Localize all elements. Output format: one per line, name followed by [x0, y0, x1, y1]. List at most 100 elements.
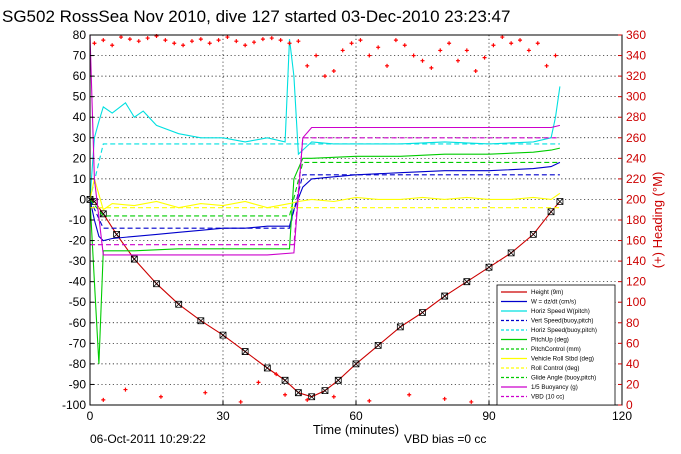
- legend-entry-0: Height (9m): [531, 289, 563, 296]
- heading-point-14: [216, 38, 221, 43]
- legend-entry-10: 1/5 Buoyancy (g): [531, 384, 578, 391]
- legend-entry-8: Roll Control (deg): [531, 365, 580, 372]
- depth-marker-15: [334, 376, 342, 384]
- series-line-7: [89, 178, 561, 211]
- right-tick-label-8: 160: [626, 234, 646, 248]
- series-line-10: [90, 137, 560, 246]
- legend-entry-9: Glide Angle (buoy,pitch): [531, 375, 596, 382]
- series-line-0: [89, 198, 561, 398]
- heading-point-15: [225, 35, 230, 40]
- left-tick-label-0: -100: [62, 398, 86, 412]
- footer-date: 06-Oct-2011 10:29:22: [90, 432, 206, 446]
- depth-marker-2: [99, 210, 107, 218]
- right-tick-label-3: 60: [626, 336, 640, 350]
- right-tick-label-9: 180: [626, 213, 646, 227]
- depth-marker-11: [281, 376, 289, 384]
- depth-marker-3: [113, 230, 120, 238]
- heading-point-21: [278, 38, 283, 43]
- heading-point-41: [455, 58, 460, 63]
- vbd-bias-label: VBD bias =0 cc: [404, 432, 486, 446]
- heading-point-51: [544, 63, 549, 68]
- heading-point-50: [535, 41, 540, 46]
- x-tick-label-4: 120: [612, 409, 632, 423]
- legend-box: [496, 284, 616, 406]
- heading-point-54: [123, 387, 128, 392]
- heading-point-5: [136, 39, 141, 44]
- heading-point-11: [189, 39, 194, 44]
- heading-point-46: [500, 35, 505, 40]
- x-tick-label-3: 90: [482, 409, 496, 423]
- right-tick-label-10: 200: [626, 192, 646, 206]
- right-tick-label-6: 120: [626, 275, 646, 289]
- left-tick-label-9: -10: [69, 213, 87, 227]
- heading-point-2: [110, 43, 115, 48]
- heading-point-4: [127, 37, 132, 42]
- series-line-3: [89, 174, 560, 229]
- heading-point-48: [518, 38, 523, 43]
- heading-point-30: [358, 38, 363, 43]
- series-line-4: [89, 143, 560, 200]
- right-tick-label-18: 360: [626, 28, 646, 42]
- right-tick-label-16: 320: [626, 69, 646, 83]
- left-tick-label-3: -70: [69, 336, 87, 350]
- heading-point-17: [243, 43, 248, 48]
- depth-marker-14: [321, 387, 329, 395]
- left-tick-label-4: -60: [69, 316, 87, 330]
- heading-point-22: [287, 41, 292, 46]
- right-tick-label-12: 240: [626, 151, 646, 165]
- heading-point-9: [172, 41, 177, 46]
- heading-point-66: [469, 399, 474, 404]
- left-tick-label-13: 30: [73, 131, 87, 145]
- left-y-axis: -100-90-80-70-60-50-40-30-20-10010203040…: [62, 28, 94, 412]
- depth-marker-8: [219, 331, 227, 339]
- heading-point-55: [158, 394, 163, 399]
- left-tick-label-17: 70: [73, 49, 87, 63]
- depth-marker-5: [153, 280, 160, 288]
- x-tick-label-1: 30: [216, 409, 230, 423]
- legend-entry-11: VBD (10 cc): [531, 394, 564, 401]
- left-tick-label-7: -30: [69, 254, 87, 268]
- right-tick-label-17: 340: [626, 49, 646, 63]
- heading-point-60: [283, 392, 288, 397]
- heading-point-8: [163, 38, 168, 43]
- heading-point-26: [322, 74, 327, 79]
- legend: Height (9m) W = dz/dt (cm/s) Horiz Speed W…: [496, 284, 616, 406]
- depth-marker-4: [130, 255, 138, 263]
- heading-point-20: [269, 36, 274, 41]
- depth-marker-26: [556, 198, 564, 205]
- depth-marker-10: [263, 364, 271, 372]
- legend-entry-6: PitchControl (mm): [531, 346, 581, 353]
- heading-point-36: [411, 53, 416, 58]
- heading-point-28: [340, 48, 345, 53]
- depth-marker-19: [419, 309, 426, 316]
- heading-point-40: [447, 41, 452, 46]
- heading-point-23: [296, 39, 301, 44]
- heading-point-65: [442, 396, 447, 401]
- right-tick-label-4: 80: [626, 316, 640, 330]
- heading-point-25: [314, 53, 319, 58]
- series-line-2: [89, 39, 561, 200]
- heading-point-47: [509, 41, 514, 46]
- x-tick-label-0: 0: [87, 409, 94, 423]
- left-tick-label-6: -40: [69, 275, 87, 289]
- heading-point-3: [119, 35, 124, 40]
- heading-point-33: [385, 63, 390, 68]
- heading-point-0: [92, 41, 97, 46]
- depth-marker-6: [175, 300, 183, 308]
- right-y-axis-label: (+) Heading (°M): [650, 172, 665, 269]
- heading-point-1: [101, 38, 106, 43]
- legend-entry-4: Horiz Speed(buoy,pitch): [531, 327, 597, 334]
- heading-point-12: [198, 37, 203, 42]
- heading-point-49: [526, 48, 531, 53]
- heading-point-19: [260, 37, 265, 42]
- heading-point-61: [305, 397, 310, 402]
- series-line-6: [89, 161, 560, 217]
- left-tick-label-12: 20: [73, 151, 87, 165]
- heading-point-31: [367, 53, 372, 58]
- right-tick-label-0: 0: [626, 398, 633, 412]
- heading-point-35: [402, 43, 407, 48]
- series-line-1: [89, 161, 561, 242]
- right-tick-label-5: 100: [626, 295, 646, 309]
- legend-entry-3: Vert Speed(buoy,pitch): [531, 318, 593, 325]
- legend-entry-5: PitchUp (deg): [531, 337, 569, 344]
